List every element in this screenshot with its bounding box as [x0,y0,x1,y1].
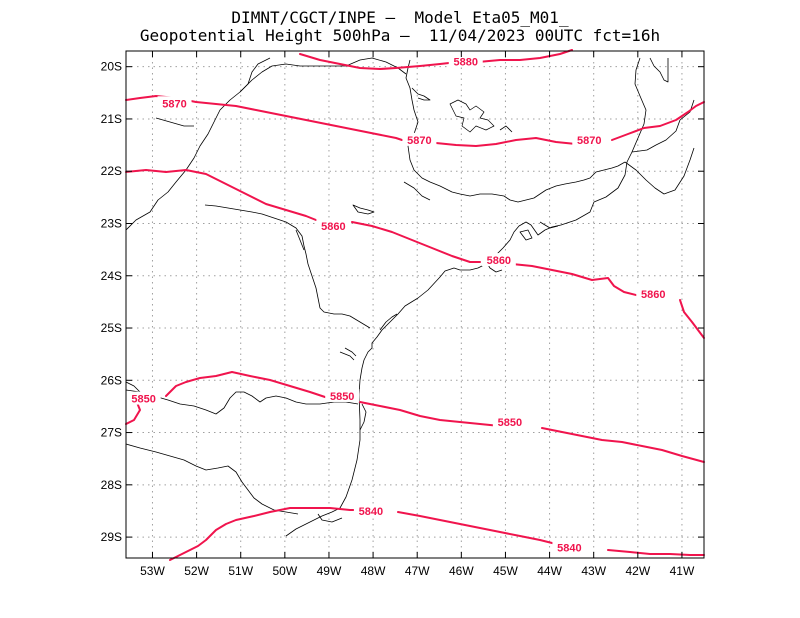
contour-label-5870: 5870 [162,98,186,110]
x-tick-label: 43W [581,564,606,578]
x-tick-label: 44W [537,564,562,578]
y-tick-label: 26S [101,373,122,387]
island-rs [317,513,343,523]
x-tick-label: 41W [670,564,695,578]
contour-5880 [299,49,573,70]
map-title-line-2: Geopotential Height 500hPa – 11/04/2023 … [139,26,661,45]
contour-label-5870: 5870 [407,135,431,147]
contour-label-background [492,415,527,429]
y-tick-label: 24S [101,269,122,283]
contour-label-5850: 5850 [131,394,155,406]
x-tick-label: 48W [361,564,386,578]
x-tick-label: 46W [449,564,474,578]
map-frame [125,50,705,559]
x-tick-label: 49W [317,564,342,578]
y-tick-label: 21S [101,112,122,126]
contour-label-background [325,388,360,402]
geopotential-contours [125,49,705,561]
coastline-and-borders [125,57,695,537]
contour-label-background [481,253,516,267]
x-tick-label: 45W [493,564,518,578]
contour-label-background [552,540,587,554]
reservoir-lake [499,125,513,133]
state-border-pr-sp [204,204,371,329]
contour-label-5850: 5850 [498,417,522,429]
x-tick-label: 52W [184,564,209,578]
contour-labels: 5880 5870 5870 5870 5860 5860 5860 5850 5850 5850… [126,54,671,555]
y-tick-label: 28S [101,478,122,492]
contour-label-5860: 5860 [321,221,345,233]
contour-label-5880: 5880 [453,56,477,68]
river-paranapanema [295,229,305,251]
coastline-island [519,229,533,241]
river-parana [239,63,346,93]
reservoir-lake [449,99,495,133]
contour-label-background [448,54,483,68]
y-tick-label: 27S [101,426,122,440]
y-tick-label: 22S [101,164,122,178]
x-tick-label: 42W [625,564,650,578]
state-border-pr-sc [125,389,359,415]
contour-5860-east [511,263,641,297]
x-tick-label: 47W [405,564,430,578]
coastline [285,99,695,537]
contour-5840-east [607,549,705,556]
axis-ticks [126,51,704,558]
contour-5860-west [125,169,317,221]
coastline-island [352,204,375,215]
y-axis-labels: 20S 21S 22S 23S 24S 25S 26S 27S 28S 29S [101,60,122,544]
contour-5850-east [359,401,501,427]
x-tick-label: 53W [140,564,165,578]
contour-label-5860: 5860 [641,289,665,301]
state-border-sp-mg [405,59,626,203]
y-tick-label: 29S [101,530,122,544]
state-border-north-sp [345,57,407,75]
y-tick-label: 23S [101,216,122,230]
state-border-sc-rs [125,443,299,515]
coastline-inlet [379,313,398,331]
reservoir-lake [411,87,431,101]
y-tick-label: 25S [101,321,122,335]
state-border-mg-es [631,57,647,153]
x-tick-label: 51W [228,564,253,578]
island-sc [359,403,367,431]
x-tick-label: 50W [272,564,297,578]
y-tick-label: 20S [101,60,122,74]
contour-label-background [402,132,437,146]
contour-5850-mid [165,371,329,399]
contour-label-5840: 5840 [359,506,383,518]
contour-5870-far-east [611,101,705,141]
contour-label-background [572,132,607,146]
contour-label-5840: 5840 [557,543,581,555]
contour-label-background [353,503,388,517]
contour-label-5850: 5850 [330,391,354,403]
contour-5840-mid [397,511,575,547]
contour-5870-east [435,137,585,147]
contour-5840-west [169,507,363,561]
contour-label-background [636,287,671,301]
contour-label-background [316,219,351,233]
map-title-line-1: DIMNT/CGCT/INPE – Model Eta05_M01_ [231,8,569,27]
reservoir-mg [403,181,431,201]
contour-label-5870: 5870 [577,135,601,147]
contour-5850-far-east [541,427,705,463]
contour-label-background [126,391,161,405]
state-border-ms-sp [125,57,271,231]
country-border [125,381,141,393]
x-axis-labels: 53W 52W 51W 50W 49W 48W 47W 46W 45W 44W 43W 42W 41W [140,564,695,578]
state-border-rj-es [624,147,695,195]
contour-label-background [157,96,192,110]
map-gridlines [126,51,704,558]
contour-5860-mid [351,221,481,263]
contour-5860-far-east [679,299,705,339]
contour-label-5860: 5860 [487,255,511,267]
state-border-north [649,57,669,83]
state-border-mt [155,117,194,127]
coastline-island [539,221,559,229]
coastline-island [344,347,357,357]
coastline-island [339,351,355,361]
